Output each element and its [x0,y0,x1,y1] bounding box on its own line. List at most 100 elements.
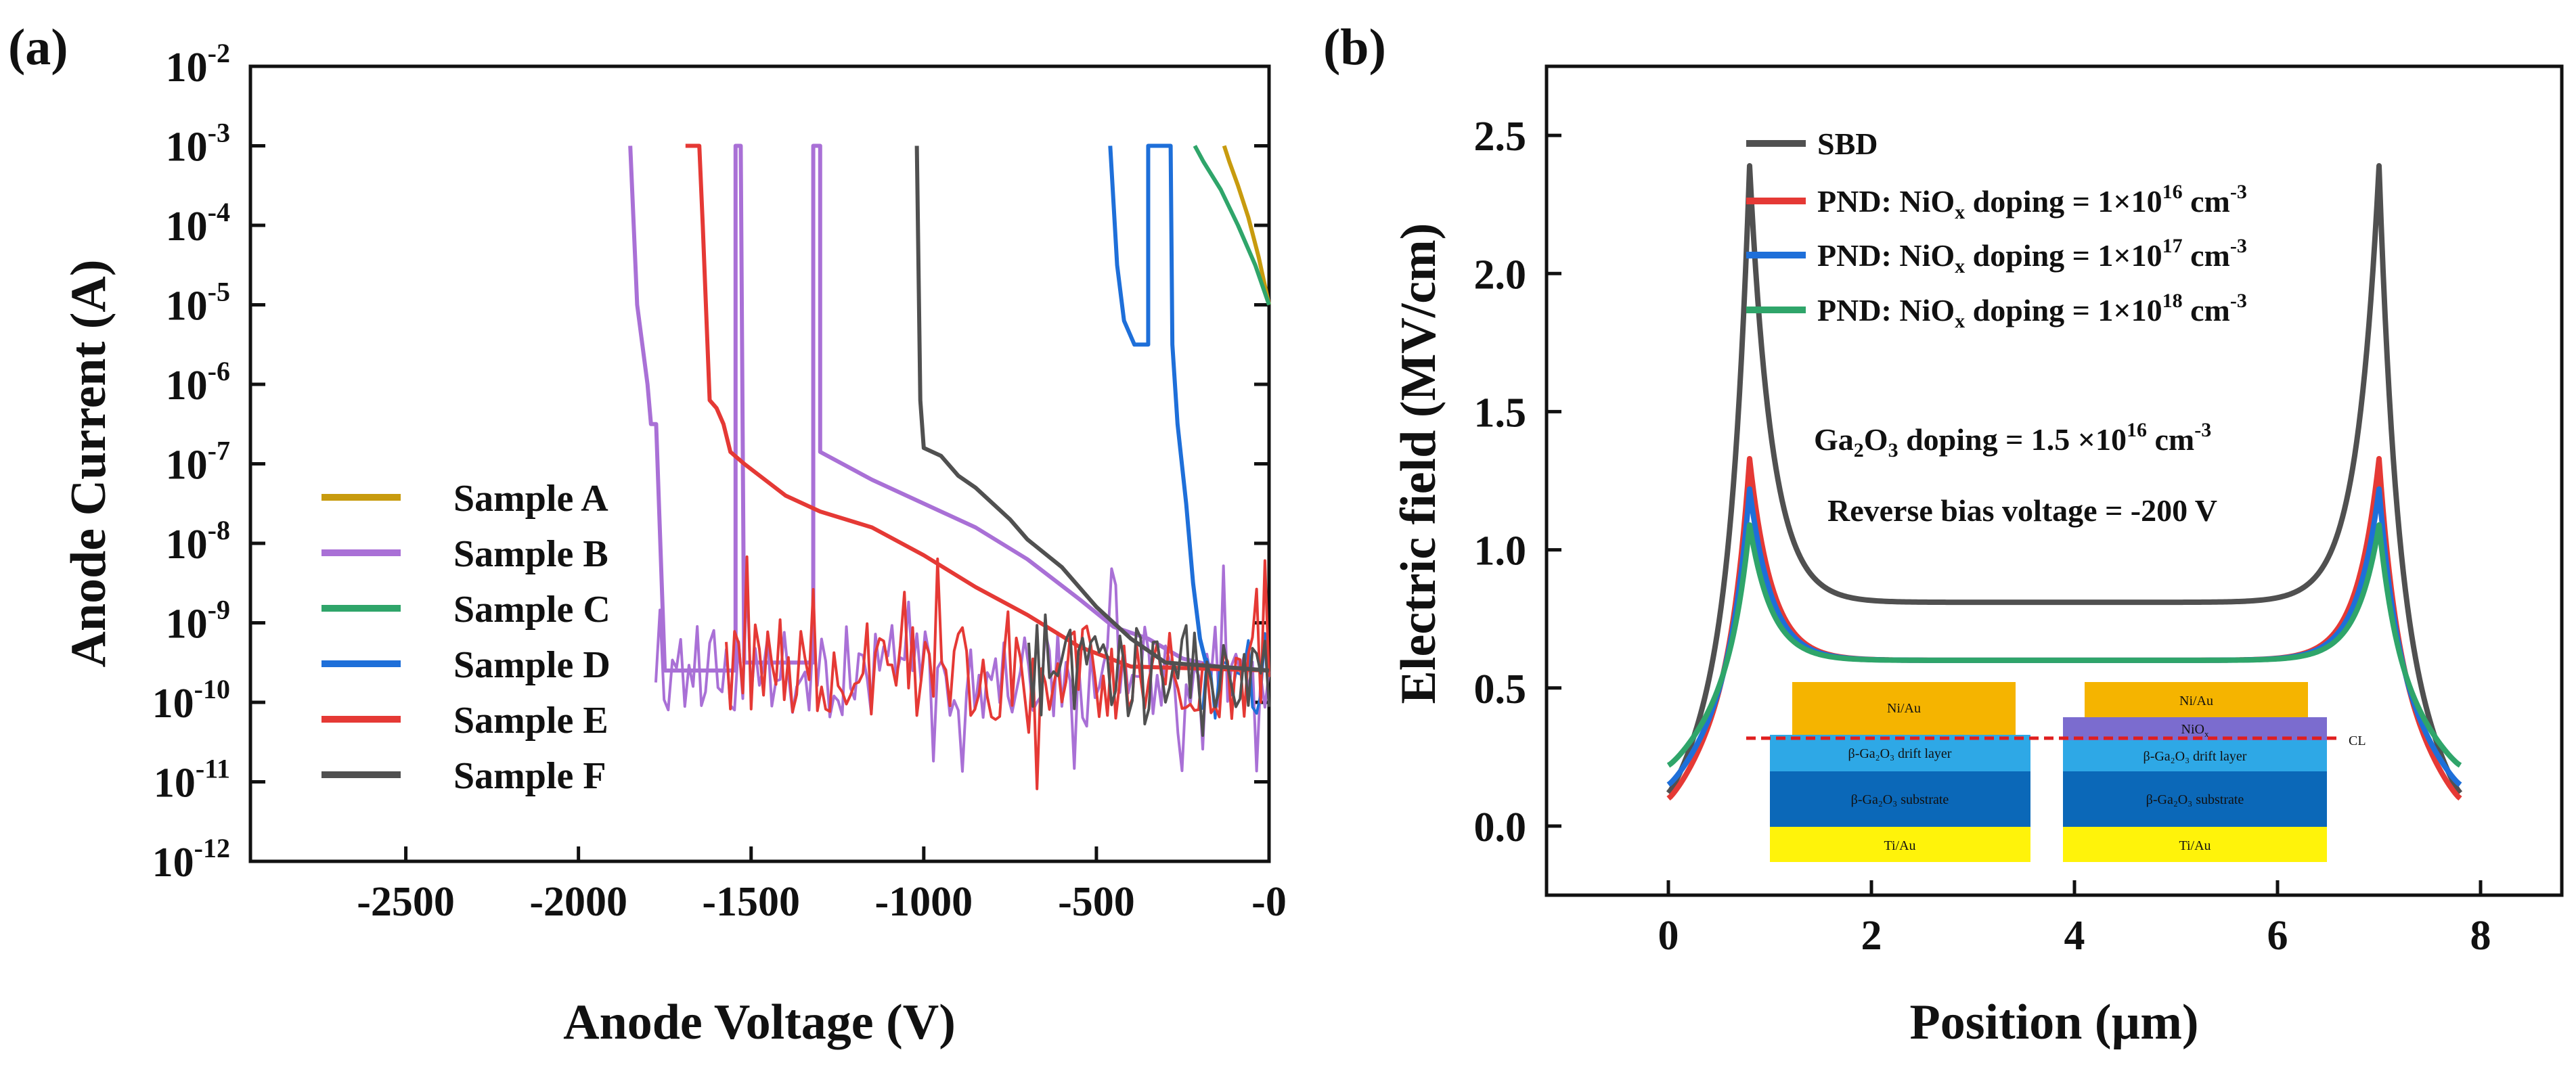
inset-right-tiau [2063,827,2327,862]
a-y-tick-base: 10 [166,522,208,568]
inset-left-drift [1770,735,2030,771]
inset-left-niau-label: Ni/Au [1887,701,1921,716]
device-inset: Ni/Au β-Ga₂O₃ drift layer β-Ga₂O₃ substr… [1746,682,2366,862]
a-y-tick-exp: -9 [208,595,230,625]
a-y-tick-exp: -2 [208,38,230,68]
panel-a: (a) -2500 -2000 -1500 -1000 -500 -010-1210-11… [8,19,1287,1050]
annotation-ga2o3-doping: Ga2O3 doping = 1.5 ×1016 cm-3 [1814,419,2211,461]
ann-sub3: 3 [1888,439,1898,461]
a-y-tick-label: 10-3 [166,118,230,171]
pnd16-doping: doping = 1×10 [1965,184,2162,219]
b-x-tick-label: 4 [2064,913,2085,959]
a-y-tick-label: 10-10 [152,674,230,727]
a-y-tick-exp: -12 [194,833,230,863]
a-y-tick-base: 10 [166,284,208,330]
a-noise-sample-e [725,555,1270,790]
a-y-tick-label: 10-5 [166,277,230,330]
inset-right-stack: Ni/Au NiOx β-Ga₂O₃ drift layer β-Ga₂O₃ s… [2063,682,2327,862]
b-y-tick-label: 1.5 [1474,390,1527,436]
y-axis-label-b: Electric field (MV/cm) [1391,223,1446,704]
inset-right-niox [2063,717,2327,740]
ann-unit-exp: -3 [2194,419,2211,441]
x-axis-label-b: Position (µm) [1910,995,2199,1050]
a-y-tick-label: 10-9 [166,595,230,648]
a-y-tick-base: 10 [166,124,208,171]
pnd17-unit: cm [2183,238,2230,273]
a-series-sample-d [1108,143,1270,673]
a-y-tick-exp: -7 [208,436,230,466]
pnd16-exp: 16 [2162,181,2183,203]
a-x-tick-label: -500 [1058,879,1135,925]
b-series-group [1666,163,2463,801]
a-y-tick-base: 10 [166,602,208,648]
inset-left-tiau [1770,827,2030,862]
legend-label-pnd18: PND: NiOx doping = 1×1018 cm-3 [1817,290,2247,332]
plot-frame-b [1545,64,2564,897]
pnd18-unit: cm [2183,293,2230,327]
a-x-tick-label: -2500 [357,879,455,925]
pnd16-sub: x [1955,201,1965,223]
pnd18-doping: doping = 1×10 [1965,293,2162,327]
a-legend-label: Sample F [453,755,606,797]
b-annotations: Ga2O3 doping = 1.5 ×1016 cm-3 Reverse bi… [1814,419,2217,528]
a-y-tick-exp: -3 [208,118,230,148]
inset-right-substrate [2063,771,2327,827]
pnd18-sub: x [1955,310,1965,332]
a-y-tick-exp: -6 [208,356,230,386]
b-y-tick-label: 2.5 [1474,114,1527,160]
legend-label-sbd: SBD [1817,127,1878,161]
a-legend-label: Sample D [453,644,610,686]
a-y-tick-label: 10-11 [154,754,230,807]
b-y-tick-label: 0.0 [1474,805,1527,851]
b-y-tick-label: 1.0 [1474,528,1527,574]
a-x-tick-label: -2000 [529,879,627,925]
a-series-sample-f [914,145,1270,673]
a-y-tick-label: 10-8 [166,515,230,568]
b-legend: SBD PND: NiOx doping = 1×1016 cm-3 PND: … [1746,127,2247,332]
niox-sub: x [2204,729,2209,739]
a-y-tick-exp: -4 [208,197,230,227]
pnd17-doping: doping = 1×10 [1965,238,2162,273]
inset-right-niau [2085,682,2308,717]
inset-left-stack: Ni/Au β-Ga₂O₃ drift layer β-Ga₂O₃ substr… [1770,682,2030,862]
pnd18-unit-exp: -3 [2230,290,2247,312]
a-x-tick-label: -1000 [875,879,973,925]
annotation-reverse-bias: Reverse bias voltage = -200 V [1827,493,2217,528]
ann-doping: doping = 1.5 ×10 [1898,422,2127,457]
a-y-tick-base: 10 [166,45,208,91]
a-legend-label: Sample B [453,533,608,575]
pnd17-sub: x [1955,255,1965,277]
plot-frame-a [248,64,1271,863]
panel-label-a: (a) [8,19,68,76]
pnd18-exp: 18 [2162,290,2183,312]
a-series-group [628,143,1271,790]
a-series-sample-e [685,143,1270,673]
b-y-tick-label: 2.0 [1474,252,1527,298]
a-y-tick-label: 10-7 [166,436,230,489]
a-y-tick-base: 10 [152,681,194,727]
inset-left-niau [1792,682,2016,735]
b-series-sbd-505050 [1666,163,2463,795]
a-legend-label: Sample E [453,700,608,742]
pnd16-unit-exp: -3 [2230,181,2247,203]
b-y-tick-label: 0.5 [1474,666,1527,712]
a-y-tick-exp: -11 [196,754,230,784]
inset-right-drift [2063,740,2327,771]
a-y-tick-label: 10-12 [152,833,230,886]
ann-exp: 16 [2127,419,2147,441]
legend-label-pnd17: PND: NiOx doping = 1×1017 cm-3 [1817,235,2247,277]
a-y-tick-base: 10 [166,204,208,250]
ann-unit: cm [2147,422,2194,457]
cl-label: CL [2349,733,2366,748]
b-ticks: 0 2 4 6 8 0.0 0.5 1.0 1.5 2.0 2.5 [1474,114,2491,959]
a-y-tick-base: 10 [152,840,194,886]
a-noise-sample-f [1027,613,1270,738]
a-y-tick-base: 10 [166,363,208,409]
inset-right-niau-label: Ni/Au [2179,694,2213,708]
inset-left-substrate [1770,771,2030,827]
a-y-tick-label: 10-2 [166,38,230,91]
pnd18-prefix: PND: NiO [1817,293,1955,327]
a-y-tick-label: 10-6 [166,356,230,409]
inset-right-tiau-label: Ti/Au [2179,838,2211,853]
a-series-sample-c [1193,145,1271,306]
